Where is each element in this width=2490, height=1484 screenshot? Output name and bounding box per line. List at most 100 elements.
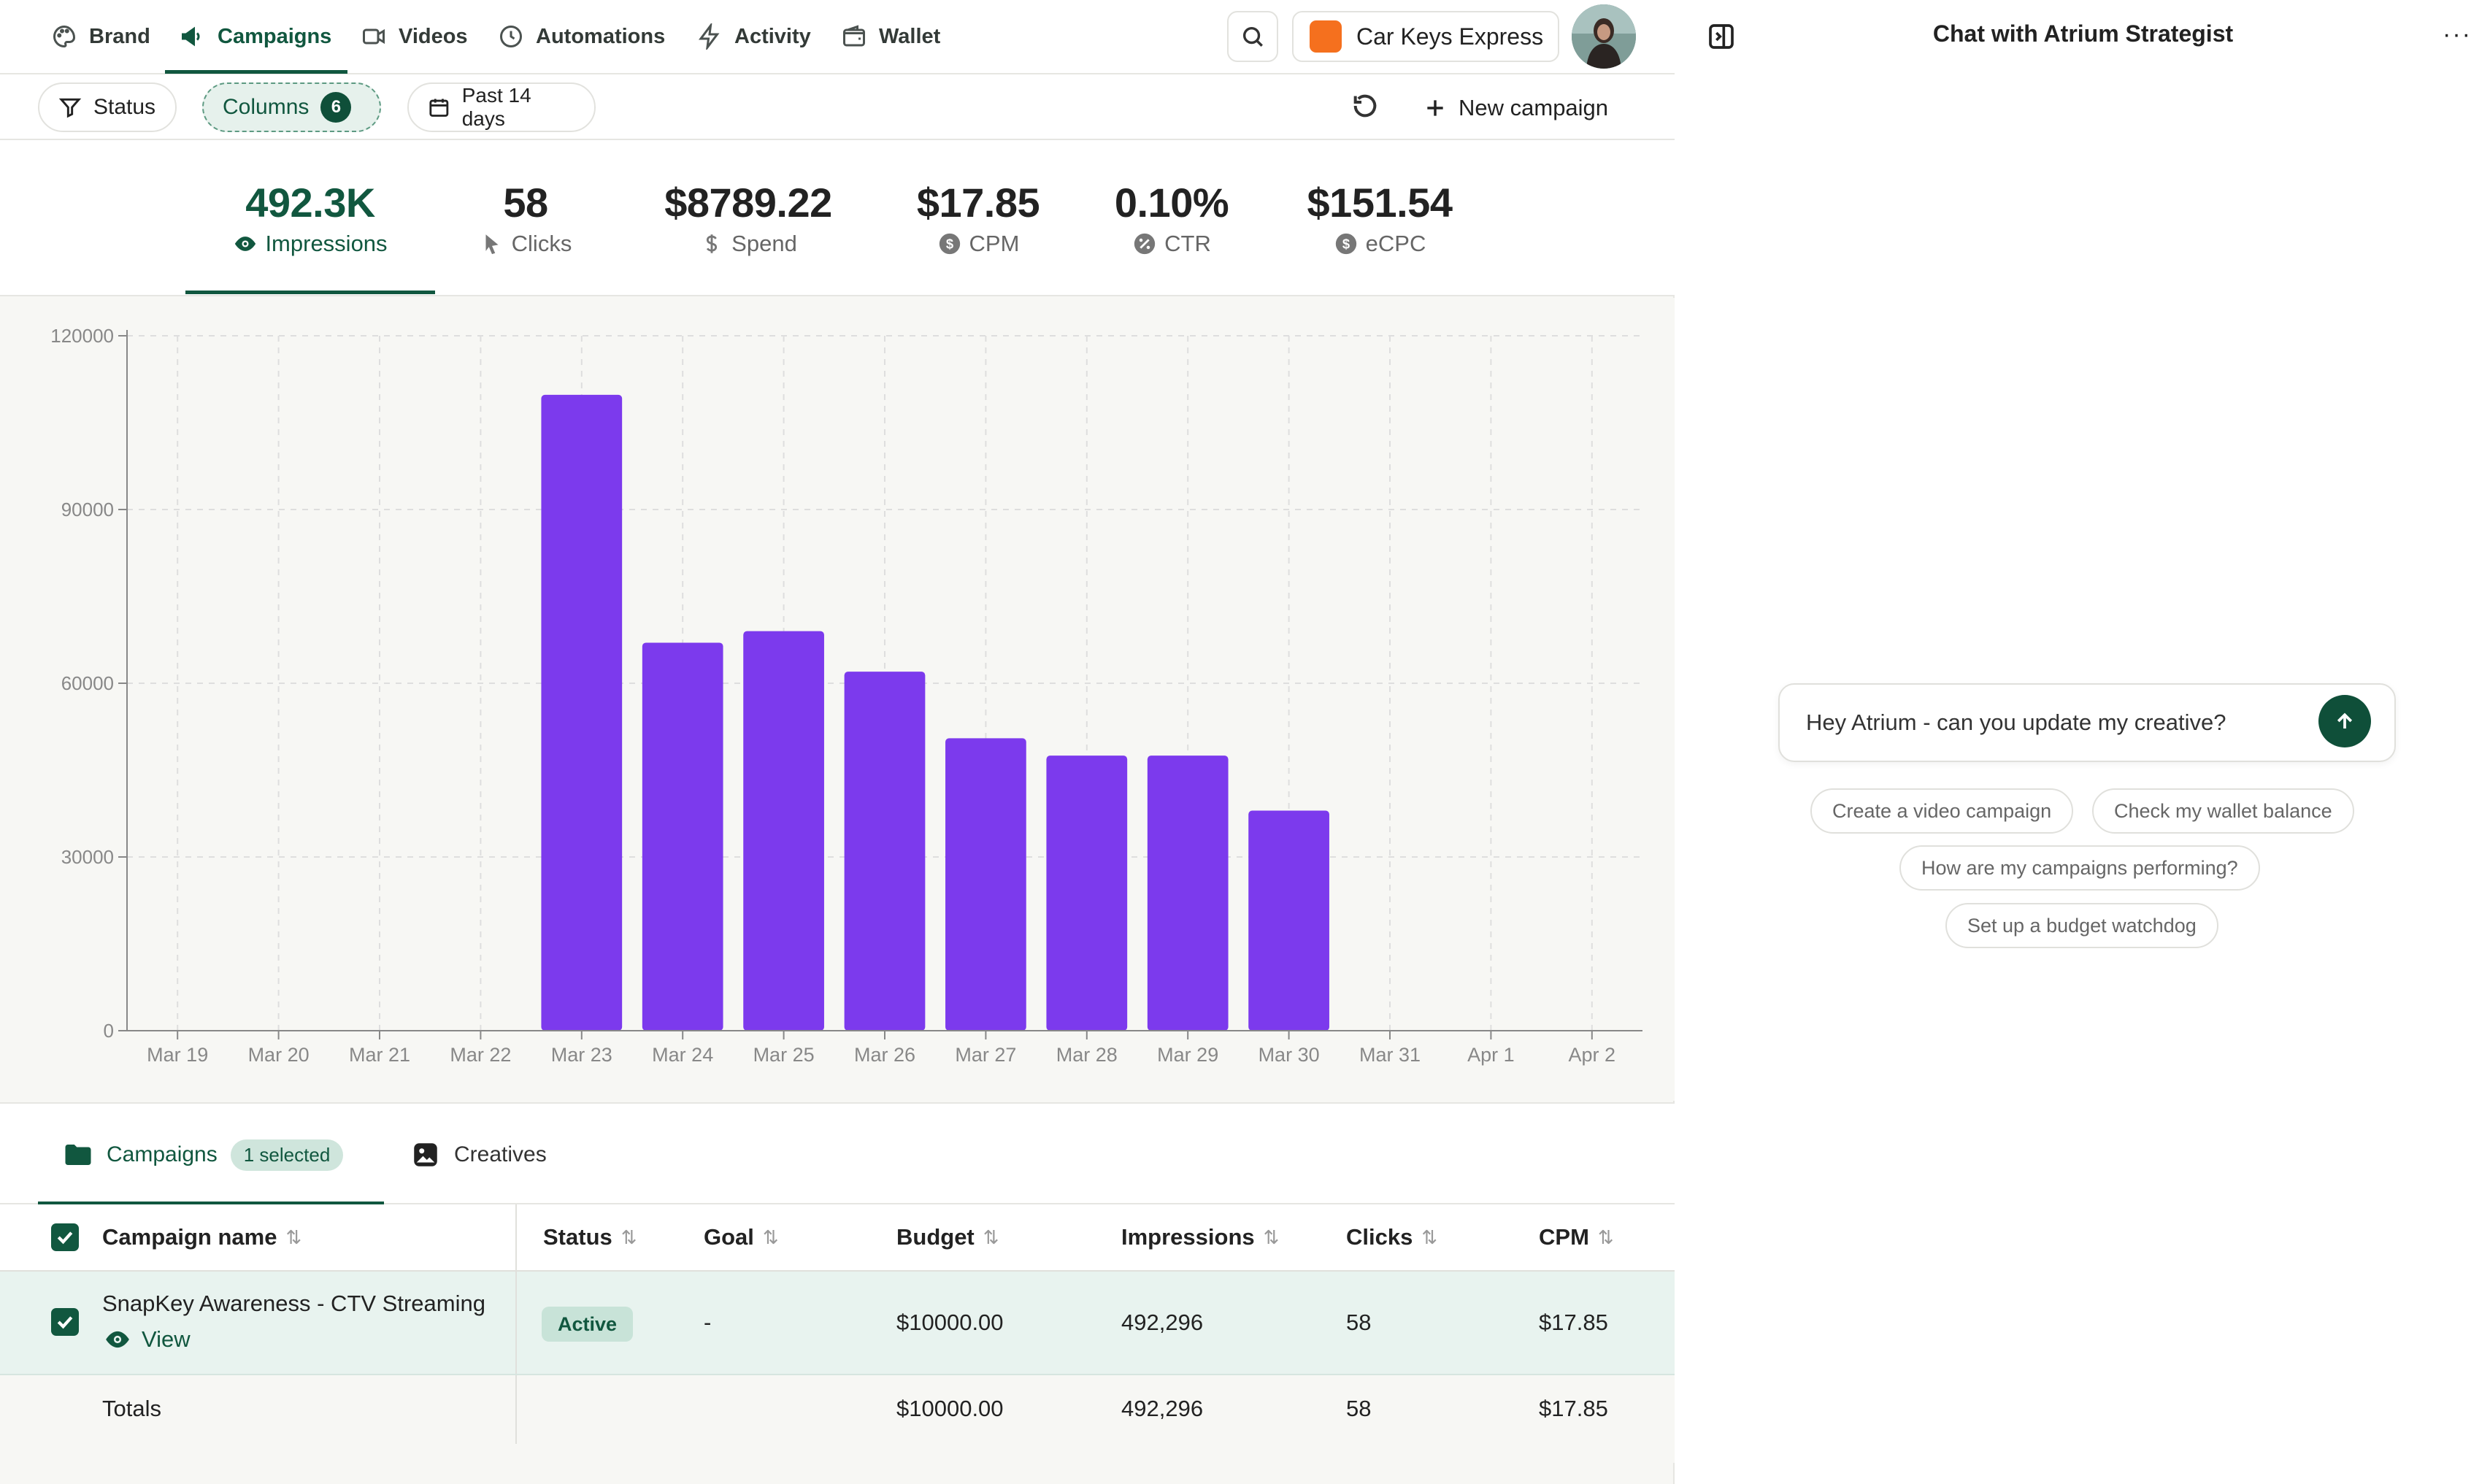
metric-value: $8789.22 xyxy=(664,179,832,226)
bar-mar-26 xyxy=(844,672,926,1031)
bar-mar-28 xyxy=(1046,756,1128,1031)
sort-icon: ⇅ xyxy=(1263,1226,1280,1248)
x-tick-label: Mar 29 xyxy=(1157,1044,1218,1066)
nav-item-videos[interactable]: Videos xyxy=(361,0,468,73)
nav-item-automations[interactable]: Automations xyxy=(498,0,665,73)
new-campaign-button[interactable]: New campaign xyxy=(1423,88,1608,128)
refresh-button[interactable] xyxy=(1350,91,1383,123)
status-filter-button[interactable]: Status xyxy=(38,82,177,132)
metric-clicks[interactable]: 58 Clicks xyxy=(453,140,599,295)
suggestion-chip[interactable]: Set up a budget watchdog xyxy=(1945,903,2218,948)
nav-item-activity[interactable]: Activity xyxy=(696,0,811,73)
metric-spend[interactable]: $8789.22 Spend xyxy=(642,140,854,295)
main-pane: Brand Campaigns Videos Automations Activ… xyxy=(0,0,1675,1484)
column-header-label: Budget xyxy=(896,1224,975,1250)
select-all-checkbox[interactable] xyxy=(51,1223,79,1251)
nav-item-campaigns[interactable]: Campaigns xyxy=(180,0,331,73)
column-header-campaign-name[interactable]: Campaign name ⇅ xyxy=(102,1204,301,1270)
suggestion-chip[interactable]: Check my wallet balance xyxy=(2092,788,2354,834)
send-button[interactable] xyxy=(2318,695,2371,747)
y-tick-label: 30000 xyxy=(61,846,114,868)
svg-text:$: $ xyxy=(945,236,953,251)
brand-selector[interactable]: Car Keys Express xyxy=(1292,11,1559,62)
metric-ecpc[interactable]: $151.54 $ eCPC xyxy=(1285,140,1475,295)
metric-value: $151.54 xyxy=(1307,179,1453,226)
sort-icon: ⇅ xyxy=(620,1226,637,1248)
x-tick-label: Mar 27 xyxy=(955,1044,1016,1066)
view-link[interactable]: View xyxy=(104,1326,191,1353)
metric-label: Spend xyxy=(731,230,797,256)
view-link-label: View xyxy=(142,1326,191,1352)
bar-mar-29 xyxy=(1147,756,1229,1031)
x-tick-label: Mar 30 xyxy=(1259,1044,1320,1066)
nav-item-wallet[interactable]: Wallet xyxy=(841,0,940,73)
tab-campaigns[interactable]: Campaigns 1 selected xyxy=(63,1133,344,1177)
metric-label: CTR xyxy=(1164,230,1211,256)
x-tick-label: Mar 19 xyxy=(147,1044,208,1066)
nav-item-brand[interactable]: Brand xyxy=(51,0,150,73)
avatar-photo-icon xyxy=(1572,4,1636,69)
column-header-budget[interactable]: Budget ⇅ xyxy=(896,1204,999,1270)
columns-button[interactable]: Columns 6 xyxy=(202,82,381,132)
table-header: Campaign name ⇅ Status ⇅ Goal ⇅ Budget ⇅ Imp… xyxy=(0,1204,1675,1272)
panel-toggle-icon[interactable] xyxy=(1707,22,1736,51)
check-icon xyxy=(57,1231,73,1245)
nav-item-label: Brand xyxy=(89,24,150,48)
impressions-chart: 0 30000 60000 90000 120000 Mar 19 Mar 20 Mar 21… xyxy=(0,298,1675,1101)
table-row[interactable]: SnapKey Awareness - CTV Streaming View A… xyxy=(0,1272,1675,1375)
suggestion-chip[interactable]: Create a video campaign xyxy=(1810,788,2074,834)
metric-impressions[interactable]: 492.3K Impressions xyxy=(185,140,435,295)
status-badge: Active xyxy=(542,1307,634,1342)
search-button[interactable] xyxy=(1227,11,1278,62)
nav-item-label: Automations xyxy=(536,24,666,48)
column-header-label: Goal xyxy=(704,1224,754,1250)
check-icon xyxy=(57,1316,73,1329)
bolt-icon xyxy=(699,23,720,50)
new-campaign-label: New campaign xyxy=(1459,95,1609,120)
sort-icon: ⇅ xyxy=(1421,1226,1438,1248)
column-divider xyxy=(515,1375,517,1444)
calendar-icon xyxy=(429,99,449,117)
totals-clicks: 58 xyxy=(1346,1396,1372,1421)
bar-chart: 0 30000 60000 90000 120000 Mar 19 Mar 20 Mar 21… xyxy=(50,325,1642,1066)
nav-active-underline xyxy=(165,70,347,74)
metric-label: Clicks xyxy=(511,230,572,256)
metric-ctr[interactable]: 0.10% CTR xyxy=(1088,140,1256,295)
cursor-icon xyxy=(485,234,499,254)
impressions-cell: 492,296 xyxy=(1121,1310,1204,1335)
megaphone-icon xyxy=(182,26,200,47)
row-checkbox[interactable] xyxy=(51,1308,79,1336)
filter-bar: Status Columns 6 Past 14 days xyxy=(0,74,1675,140)
plus-icon xyxy=(1427,100,1443,116)
metric-cpm[interactable]: $17.85 $ CPM xyxy=(891,140,1066,295)
filter-icon xyxy=(58,98,82,118)
suggestion-chip[interactable]: How are my campaigns performing? xyxy=(1899,845,2260,891)
campaign-name[interactable]: SnapKey Awareness - CTV Streaming xyxy=(102,1291,485,1316)
column-header-status[interactable]: Status ⇅ xyxy=(543,1204,637,1270)
more-options-icon[interactable]: ··· xyxy=(2443,20,2472,48)
image-icon xyxy=(414,1143,437,1166)
column-header-goal[interactable]: Goal ⇅ xyxy=(704,1204,779,1270)
refresh-icon xyxy=(1353,94,1377,118)
x-tick-label: Apr 2 xyxy=(1569,1044,1616,1066)
nav-item-label: Campaigns xyxy=(218,24,332,48)
metric-label: Impressions xyxy=(265,230,388,256)
date-range-button[interactable]: Past 14 days xyxy=(407,82,596,132)
column-header-clicks[interactable]: Clicks ⇅ xyxy=(1346,1204,1437,1270)
column-divider xyxy=(515,1272,517,1374)
totals-impressions: 492,296 xyxy=(1121,1396,1204,1421)
arrow-up-icon xyxy=(2337,712,2353,728)
columns-count-badge: 6 xyxy=(320,92,352,123)
nav-item-label: Videos xyxy=(399,24,468,48)
chat-input[interactable]: Hey Atrium - can you update my creative? xyxy=(1778,683,2396,762)
sort-icon: ⇅ xyxy=(1597,1226,1614,1248)
column-header-impressions[interactable]: Impressions ⇅ xyxy=(1121,1204,1279,1270)
date-range-label: Past 14 days xyxy=(461,84,531,130)
x-tick-label: Mar 26 xyxy=(854,1044,915,1066)
column-header-cpm[interactable]: CPM ⇅ xyxy=(1539,1204,1614,1270)
column-header-label: Campaign name xyxy=(102,1224,277,1250)
user-avatar[interactable] xyxy=(1572,4,1636,69)
tab-creatives[interactable]: Creatives xyxy=(410,1133,547,1177)
x-tick-label: Mar 31 xyxy=(1359,1044,1421,1066)
y-tick-label: 90000 xyxy=(61,499,114,520)
